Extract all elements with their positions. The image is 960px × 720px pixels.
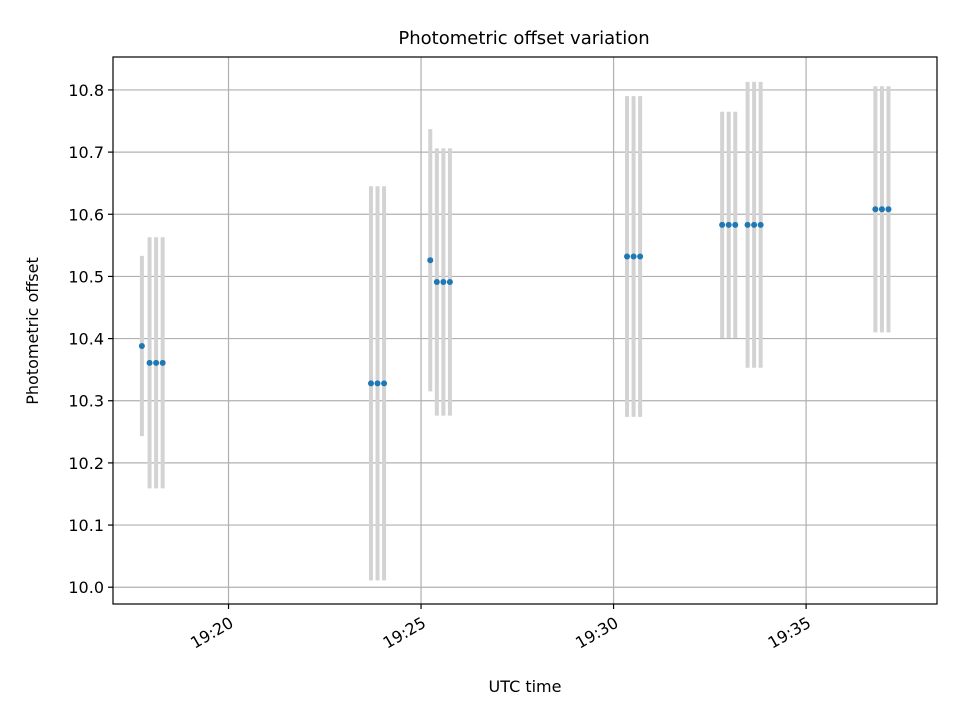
data-point bbox=[744, 221, 751, 228]
y-tick-label: 10.0 bbox=[68, 578, 104, 597]
chart-title: Photometric offset variation bbox=[398, 28, 649, 49]
y-tick-label: 10.6 bbox=[68, 205, 104, 224]
y-tick-label: 10.7 bbox=[68, 143, 104, 162]
data-point bbox=[153, 359, 160, 366]
data-point bbox=[872, 206, 879, 213]
x-axis-label: UTC time bbox=[489, 677, 562, 696]
data-point bbox=[159, 359, 166, 366]
data-point bbox=[732, 221, 739, 228]
data-point bbox=[751, 221, 758, 228]
data-point bbox=[446, 279, 453, 286]
grid bbox=[113, 57, 937, 604]
data-point bbox=[637, 253, 644, 260]
data-point bbox=[630, 253, 637, 260]
data-point bbox=[624, 253, 631, 260]
data-point bbox=[878, 206, 885, 213]
data-points bbox=[138, 206, 892, 387]
data-point bbox=[885, 206, 892, 213]
data-point bbox=[138, 343, 145, 350]
data-point bbox=[433, 279, 440, 286]
y-tick-label: 10.5 bbox=[68, 267, 104, 286]
data-point bbox=[757, 221, 764, 228]
data-point bbox=[440, 279, 447, 286]
data-point bbox=[719, 221, 726, 228]
y-tick-label: 10.8 bbox=[68, 81, 104, 100]
y-tick-label: 10.2 bbox=[68, 454, 104, 473]
y-tick-label: 10.3 bbox=[68, 392, 104, 411]
y-tick-label: 10.1 bbox=[68, 516, 104, 535]
data-point bbox=[146, 359, 153, 366]
y-tick-label: 10.4 bbox=[68, 330, 104, 349]
y-axis-ticks: 10.0 10.1 10.2 10.3 10.4 10.5 10.6 10.7 10.8 bbox=[68, 81, 113, 597]
data-point bbox=[725, 221, 732, 228]
plot-frame bbox=[112, 56, 938, 605]
data-point bbox=[374, 380, 381, 387]
data-point bbox=[367, 380, 374, 387]
data-point bbox=[427, 257, 434, 264]
data-point bbox=[381, 380, 388, 387]
y-axis-label: Photometric offset bbox=[23, 257, 42, 405]
